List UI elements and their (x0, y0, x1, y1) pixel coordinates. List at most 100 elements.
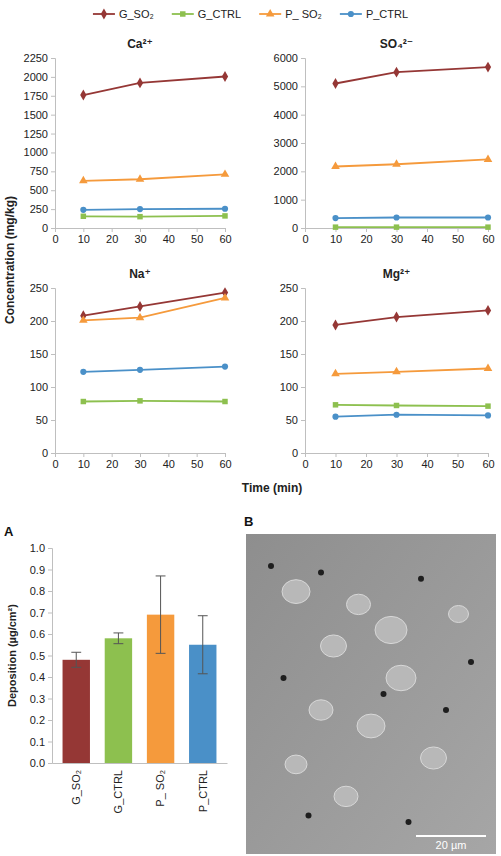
y-tick-mark (301, 453, 305, 454)
x-tick-mark (458, 228, 459, 232)
y-tick-mark (48, 656, 52, 657)
x-tick-label: 0 (302, 233, 308, 245)
particle (285, 755, 307, 774)
error-cap (198, 673, 208, 674)
x-tick-mark (427, 228, 428, 232)
legend-marker (101, 9, 107, 20)
error-cap (198, 615, 208, 616)
particle (309, 700, 333, 720)
micrograph-ground (246, 534, 496, 854)
legend-item: G_SO₂ (93, 8, 154, 20)
x-tick-mark (140, 228, 141, 232)
series-marker (332, 320, 338, 331)
x-tick-label: 10 (330, 458, 342, 470)
y-tick-label: 100 (30, 381, 48, 393)
y-tick-mark (51, 228, 55, 229)
micrograph: 20 µm (246, 534, 496, 854)
x-tick-label: 30 (134, 458, 146, 470)
y-tick-mark (51, 134, 55, 135)
y-tick-label: 2250 (24, 52, 48, 64)
series-marker (484, 154, 493, 161)
y-tick-label: 250 (280, 282, 298, 294)
x-tick-label: 50 (191, 458, 203, 470)
x-axis-line (53, 763, 228, 764)
y-tick-label: 1000 (24, 146, 48, 158)
bar (63, 660, 90, 763)
y-tick-mark (301, 58, 305, 59)
y-tick: 100 (30, 381, 55, 393)
x-tick-mark (112, 453, 113, 457)
y-tick-label: 2000 (274, 165, 298, 177)
y-tick-label: 0.8 (30, 585, 45, 597)
panel-letter: A (4, 524, 14, 539)
series-line (336, 217, 489, 219)
y-tick-mark (48, 720, 52, 721)
y-tick-label: 0.5 (30, 650, 45, 662)
pore (281, 675, 287, 681)
y-tick: 1000 (24, 146, 55, 158)
y-tick-label: 1250 (24, 128, 48, 140)
y-tick: 0.3 (30, 693, 52, 705)
y-tick-mark (301, 321, 305, 322)
series-marker (485, 403, 490, 408)
x-tick-mark (140, 453, 141, 457)
y-tick: 0.4 (30, 671, 52, 683)
series-marker (333, 402, 338, 407)
y-tick-mark (301, 115, 305, 116)
x-tick-label: 20 (106, 458, 118, 470)
x-tick: P_CTRL (197, 770, 209, 812)
x-tick: G_SO₂ (70, 770, 82, 805)
y-tick-label: 1500 (24, 109, 48, 121)
y-tick-label: 0.7 (30, 607, 45, 619)
series-marker (392, 159, 401, 166)
series-marker (485, 224, 490, 229)
x-tick: 0 (302, 228, 308, 245)
particle (321, 635, 347, 657)
y-tick: 50 (286, 414, 305, 426)
error-cap (71, 652, 81, 653)
series-marker (394, 224, 399, 229)
series-line (336, 67, 489, 83)
pore (381, 691, 387, 697)
particle (357, 714, 385, 738)
y-tick-mark (48, 677, 52, 678)
x-tick-label: 20 (106, 233, 118, 245)
series-marker (485, 214, 491, 220)
x-tick: 20 (360, 228, 372, 245)
x-tick-label: 50 (191, 233, 203, 245)
series-marker (222, 363, 228, 369)
x-tick: 60 (219, 228, 231, 245)
y-tick: 200 (30, 315, 55, 327)
y-axis-line (51, 59, 56, 229)
series-marker (394, 403, 399, 408)
y-tick: 2000 (274, 165, 305, 177)
y-tick: 500 (30, 184, 55, 196)
x-tick-mark (225, 228, 226, 232)
series-marker (331, 369, 340, 376)
series-line (336, 369, 489, 374)
y-tick-label: 4000 (274, 109, 298, 121)
x-tick-label: 60 (482, 458, 494, 470)
y-tick: 5000 (274, 80, 305, 92)
x-tick-mark (458, 453, 459, 457)
y-tick-label: 0 (42, 447, 48, 459)
y-tick-label: 50 (286, 414, 298, 426)
y-tick-label: 5000 (274, 80, 298, 92)
y-tick-label: 0 (292, 222, 298, 234)
x-tick-mark (168, 228, 169, 232)
x-tick: 0 (52, 228, 58, 245)
x-tick-label: 10 (330, 233, 342, 245)
series-marker (80, 369, 86, 375)
x-tick: 60 (482, 453, 494, 470)
error-cap (113, 632, 123, 633)
y-axis: 0.00.10.20.30.40.50.60.70.80.91.0 (30, 542, 53, 769)
legend-item: G_CTRL (172, 8, 241, 20)
series-marker (393, 312, 399, 323)
particle (386, 665, 416, 691)
y-tick-label: 2000 (24, 71, 48, 83)
y-tick-label: 0.0 (30, 757, 45, 769)
x-tick: 40 (163, 228, 175, 245)
y-tick-mark (51, 321, 55, 322)
series-marker (137, 214, 142, 219)
series-line (336, 159, 489, 166)
